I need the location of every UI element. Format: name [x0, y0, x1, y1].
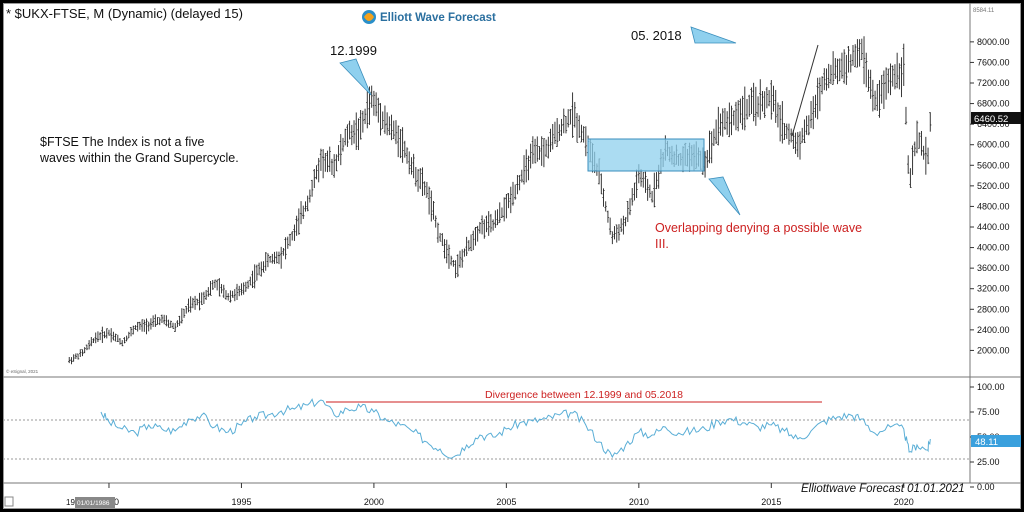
osc-y-tick-label: 75.00 [977, 407, 1000, 417]
chart-frame: * $UKX-FTSE, M (Dynamic) (delayed 15) El… [3, 3, 1021, 509]
x-tick-label: 2005 [496, 497, 516, 507]
overlap-note-line-2: III. [655, 237, 669, 251]
x-tick-label: 1995 [231, 497, 251, 507]
logo-swoosh-icon [364, 13, 374, 21]
callout-1999-icon [339, 58, 372, 96]
price-y-tick-label: 5600.00 [977, 160, 1010, 170]
x-tick-label: 2020 [894, 497, 914, 507]
outer-border [3, 3, 1021, 509]
price-y-tick-label: 2000.00 [977, 345, 1010, 355]
price-y-tick-label: 4800.00 [977, 201, 1010, 211]
chart-canvas: * $UKX-FTSE, M (Dynamic) (delayed 15) El… [3, 3, 1021, 509]
x-tick-label: 2010 [629, 497, 649, 507]
osc-y-tick-label: 25.00 [977, 457, 1000, 467]
scroll-left-button[interactable] [4, 496, 14, 507]
price-y-tick-label: 8000.00 [977, 37, 1010, 47]
current-price-bg [971, 112, 1021, 124]
current-price-label: 6460.52 [974, 114, 1008, 125]
date-badge-bg [75, 497, 115, 508]
price-y-tick-label: 7200.00 [977, 78, 1010, 88]
projection-line [791, 44, 819, 137]
price-y-axis: 2000.00 2400.00 2800.00 3200.00 3600.00 4000.… [970, 37, 1010, 355]
x-tick-label: 2000 [364, 497, 384, 507]
callout-overlap-icon [708, 176, 741, 216]
current-price-tag: 6460.52 [971, 112, 1021, 125]
x-partial-label: 19 [66, 498, 75, 507]
top-tick-partial: 8584.11 [973, 8, 995, 14]
price-bars [68, 36, 932, 365]
price-y-tick-label: 7600.00 [977, 57, 1010, 67]
price-y-tick-label: 4000.00 [977, 243, 1010, 253]
date-badge: 01/01/1986 [77, 500, 110, 507]
note-line-2: waves within the Grand Supercycle. [39, 151, 239, 165]
price-y-tick-label: 5200.00 [977, 181, 1010, 191]
price-y-tick-label: 2400.00 [977, 325, 1010, 335]
x-axis: 1990199520002005201020152020 [99, 483, 914, 507]
divergence-label: Divergence between 12.1999 and 05.2018 [485, 389, 683, 401]
price-y-tick-label: 6800.00 [977, 99, 1010, 109]
osc-value-bg [971, 435, 1021, 447]
callout-2018-icon [690, 26, 737, 44]
esignal-credit: © eSignal, 2021 [6, 368, 39, 374]
osc-value-label: 48.11 [975, 437, 998, 448]
label-1999: 12.1999 [330, 43, 377, 58]
logo-text: Elliott Wave Forecast [380, 12, 496, 24]
oscillator-line [100, 398, 931, 459]
price-y-tick-label: 4400.00 [977, 222, 1010, 232]
price-y-tick-label: 3600.00 [977, 263, 1010, 273]
chart-title: * $UKX-FTSE, M (Dynamic) (delayed 15) [6, 6, 243, 21]
note-line-1: $FTSE The Index is not a five [40, 135, 204, 149]
price-y-tick-label: 6400.00 [977, 119, 1010, 129]
price-y-tick-label: 3200.00 [977, 284, 1010, 294]
osc-value-tag: 48.11 [971, 435, 1021, 448]
price-y-tick-label: 2800.00 [977, 304, 1010, 314]
brand-logo: Elliott Wave Forecast [362, 10, 496, 24]
osc-y-tick-label: 100.00 [977, 382, 1005, 392]
label-2018: 05. 2018 [631, 28, 682, 43]
osc-y-tick-label: 0.00 [977, 482, 995, 492]
x-tick-label: 2015 [761, 497, 781, 507]
overlap-note-line-1: Overlapping denying a possible wave [655, 221, 862, 235]
overlap-zone-box [587, 138, 705, 172]
price-y-tick-label: 6000.00 [977, 140, 1010, 150]
footer-credit: Elliottwave Forecast 01.01.2021 [801, 483, 965, 495]
